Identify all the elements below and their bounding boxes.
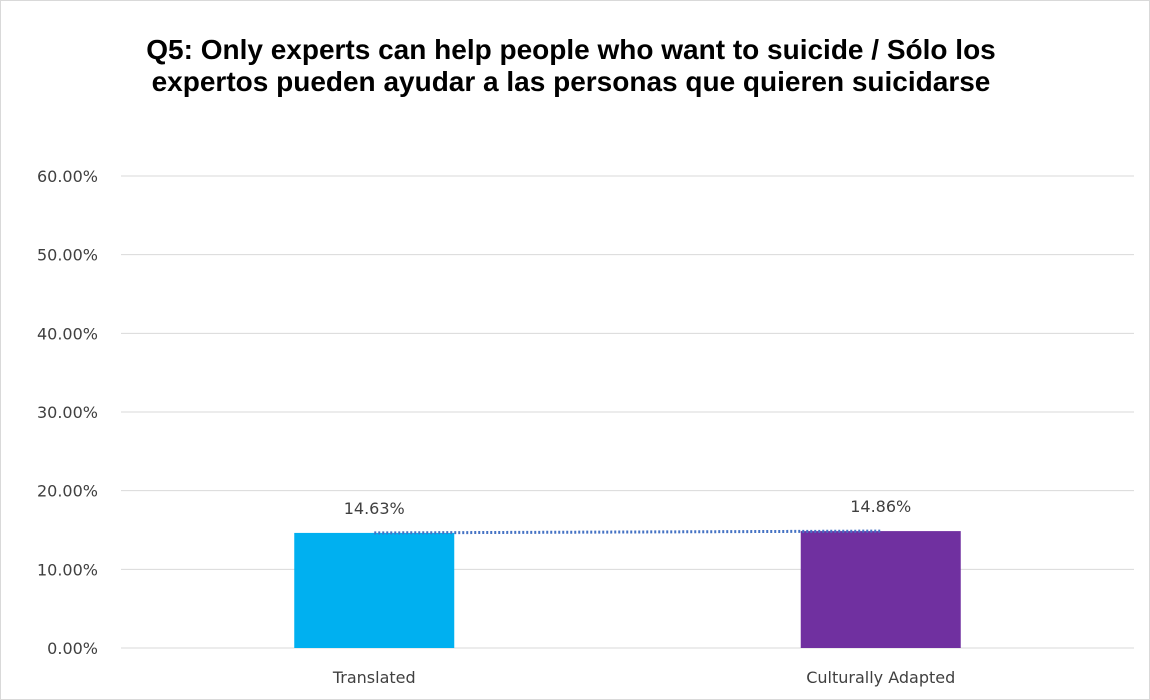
chart-title: Q5: Only experts can help people who wan… bbox=[146, 34, 996, 97]
y-tick-label: 10.00% bbox=[37, 560, 98, 579]
y-tick-label: 20.00% bbox=[37, 482, 98, 501]
y-tick-label: 0.00% bbox=[47, 639, 98, 658]
y-tick-label: 40.00% bbox=[37, 324, 98, 343]
data-labels: 14.63% 14.86% bbox=[344, 497, 912, 518]
data-label: 14.86% bbox=[850, 497, 911, 516]
x-category-label: Culturally Adapted bbox=[806, 668, 955, 687]
trendline bbox=[374, 529, 881, 535]
x-category-label: Translated bbox=[332, 668, 416, 687]
bars bbox=[294, 531, 961, 648]
y-tick-label: 50.00% bbox=[37, 246, 98, 265]
y-axis-tick-labels: 0.00% 10.00% 20.00% 30.00% 40.00% 50.00% 60.00… bbox=[37, 167, 98, 658]
x-axis-category-labels: Translated Culturally Adapted bbox=[332, 668, 955, 687]
y-tick-label: 30.00% bbox=[37, 403, 98, 422]
bar bbox=[800, 531, 961, 648]
data-label: 14.63% bbox=[344, 499, 405, 518]
y-tick-label: 60.00% bbox=[37, 167, 98, 186]
gridlines bbox=[121, 175, 1134, 649]
bar bbox=[294, 532, 455, 648]
trendline-line bbox=[374, 529, 881, 535]
